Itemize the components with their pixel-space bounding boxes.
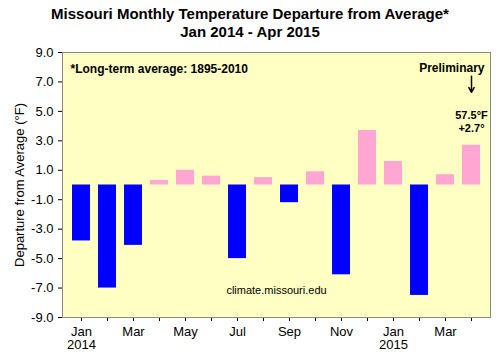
html-text:Missouri Monthly Temperature D: Missouri Monthly Temperature Departure f… — [51, 5, 449, 22]
svg-text:+2.7°: +2.7° — [458, 122, 484, 134]
svg-text:Nov: Nov — [330, 324, 354, 339]
svg-text:5.0: 5.0 — [35, 104, 53, 119]
svg-text:57.5°F: 57.5°F — [455, 109, 488, 121]
svg-text:7.0: 7.0 — [35, 74, 53, 89]
svg-text:-9.0: -9.0 — [31, 310, 53, 325]
svg-text:Jan2015: Jan2015 — [379, 324, 408, 352]
svg-text:1.0: 1.0 — [35, 162, 53, 177]
svg-text:-1.0: -1.0 — [31, 192, 53, 207]
svg-text:Departure from Average (°F): Departure from Average (°F) — [12, 103, 27, 267]
svg-text:May: May — [173, 324, 198, 339]
svg-text:Jul: Jul — [229, 324, 246, 339]
svg-text:Mar: Mar — [434, 324, 457, 339]
svg-text:9.0: 9.0 — [35, 45, 53, 60]
svg-text:Sep: Sep — [278, 324, 301, 339]
svg-text:-7.0: -7.0 — [31, 280, 53, 295]
svg-text:-5.0: -5.0 — [31, 251, 53, 266]
svg-text:Jan2014: Jan2014 — [67, 324, 96, 352]
html-text:Jan 2014 - Apr 2015: Jan 2014 - Apr 2015 — [180, 23, 320, 40]
svg-text:Preliminary: Preliminary — [419, 61, 485, 75]
svg-text:*Long-term average: 1895-2010: *Long-term average: 1895-2010 — [71, 62, 249, 76]
svg-text:climate.missouri.edu: climate.missouri.edu — [226, 284, 326, 296]
svg-text:-3.0: -3.0 — [31, 221, 53, 236]
svg-text:3.0: 3.0 — [35, 133, 53, 148]
svg-text:Mar: Mar — [122, 324, 145, 339]
